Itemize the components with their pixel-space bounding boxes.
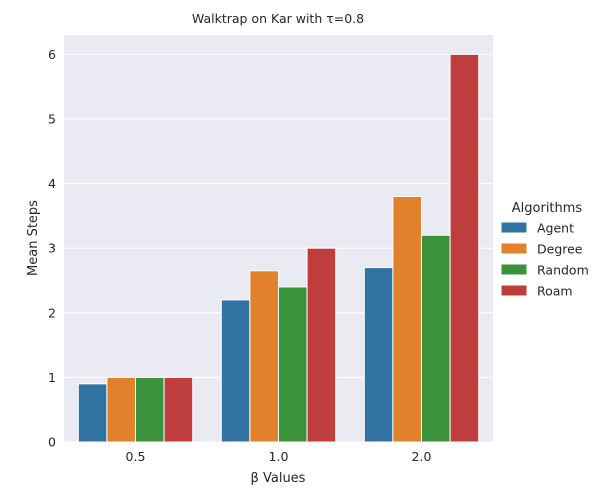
y-tick-label: 2 [48, 305, 56, 320]
bars [77, 53, 480, 443]
legend-swatch-degree [500, 242, 528, 255]
x-axis-label: β Values [251, 471, 306, 486]
bar-random-2.0 [421, 234, 451, 443]
bar-roam-0.5 [163, 376, 194, 443]
legend-label-random: Random [537, 263, 589, 278]
x-tick-label: 2.0 [412, 449, 432, 464]
bar-random-1.0 [278, 286, 308, 443]
x-tick-label: 0.5 [126, 449, 146, 464]
y-axis-ticks: 0 1 2 3 4 5 6 [48, 47, 56, 450]
legend-swatch-roam [500, 284, 528, 297]
legend-title: Algorithms [512, 201, 583, 216]
legend: Algorithms Agent Degree Random Roam [500, 201, 589, 299]
x-axis-ticks: 0.5 1.0 2.0 [126, 449, 432, 464]
y-tick-label: 0 [48, 435, 56, 450]
bar-random-0.5 [135, 376, 165, 443]
y-tick-label: 1 [48, 370, 56, 385]
y-axis-label: Mean Steps [26, 200, 41, 276]
legend-label-agent: Agent [537, 221, 574, 236]
bar-agent-0.5 [77, 383, 108, 443]
chart-title: Walktrap on Kar with τ=0.8 [192, 11, 364, 26]
bar-degree-2.0 [392, 196, 422, 443]
y-tick-label: 4 [48, 176, 56, 191]
legend-items: Agent Degree Random Roam [500, 221, 589, 299]
legend-label-roam: Roam [537, 284, 573, 299]
y-tick-label: 5 [48, 111, 56, 126]
bar-roam-1.0 [306, 247, 337, 443]
x-tick-label: 1.0 [269, 449, 289, 464]
bar-degree-0.5 [106, 376, 137, 443]
bar-degree-1.0 [249, 270, 279, 443]
bar-agent-1.0 [220, 299, 251, 443]
y-tick-label: 3 [48, 241, 56, 256]
y-tick-label: 6 [48, 47, 56, 62]
bar-roam-2.0 [449, 53, 480, 443]
legend-swatch-agent [500, 221, 528, 234]
bar-agent-2.0 [363, 267, 394, 443]
legend-swatch-random [500, 263, 528, 276]
legend-label-degree: Degree [537, 242, 583, 257]
